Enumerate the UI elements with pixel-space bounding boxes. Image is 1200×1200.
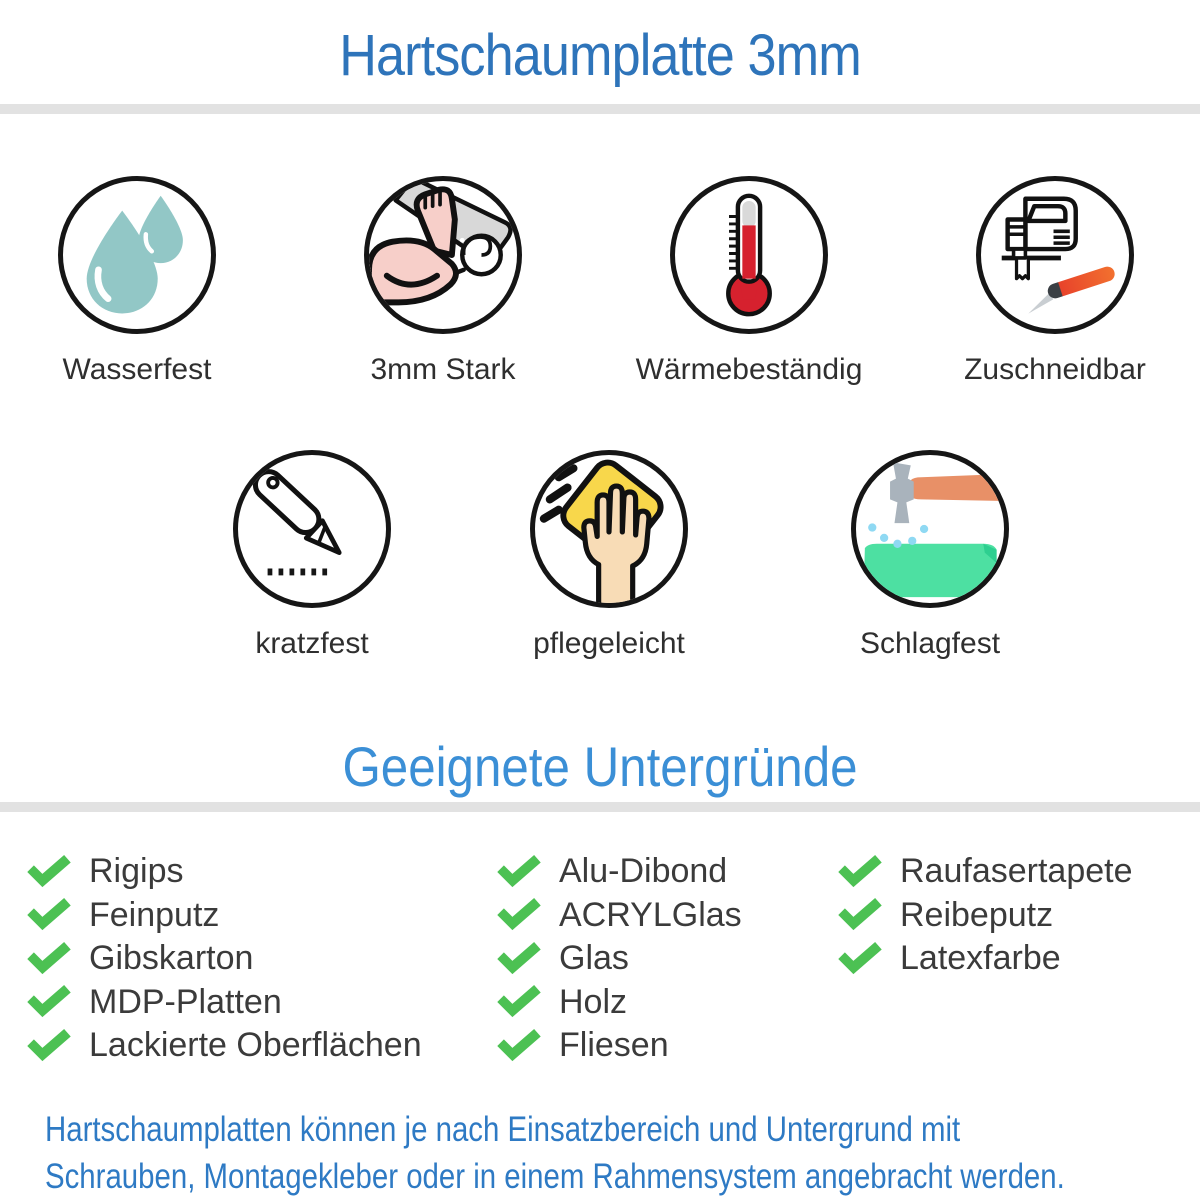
jigsaw-knife-icon [1001, 196, 1115, 314]
feature-thickness: 3mm Stark [290, 176, 596, 387]
check-icon [27, 898, 71, 931]
list-item-label: Reibeputz [900, 895, 1054, 934]
list-item-label: Feinputz [89, 895, 220, 934]
utility-knife-icon [252, 469, 342, 576]
list-item: Latexfarbe [838, 937, 1133, 981]
hand-cloth-icon [539, 459, 664, 603]
substrates-column-3: Raufasertapete Reibeputz Latexfarbe [838, 850, 1133, 981]
icon-circle [58, 176, 216, 334]
check-icon [838, 898, 882, 931]
icon-circle [670, 176, 828, 334]
hammer-icon [863, 462, 1004, 598]
feature-label: Zuschneidbar [964, 353, 1146, 386]
check-icon [497, 854, 541, 887]
feature-label: pflegeleicht [533, 627, 685, 660]
feature-row-2: kratzfest pflegeleicht [0, 450, 1200, 710]
check-icon [27, 1028, 71, 1061]
list-item-label: Gibskarton [89, 939, 254, 978]
list-item: ACRYLGlas [497, 894, 742, 938]
icon-circle [530, 450, 688, 608]
feature-label: kratzfest [255, 627, 369, 660]
mounting-note: Hartschaumplatten können je nach Einsatz… [45, 1106, 1065, 1200]
feature-label: Wasserfest [62, 353, 212, 386]
list-item: Rigips [27, 850, 422, 894]
icon-circle [976, 176, 1134, 334]
check-icon [497, 898, 541, 931]
feature-impact-proof: Schlagfest [777, 450, 1083, 661]
list-item: Reibeputz [838, 894, 1133, 938]
list-item: Lackierte Oberflächen [27, 1024, 422, 1068]
section-title: Geeignete Untergründe [342, 735, 858, 798]
list-item-label: Raufasertapete [900, 852, 1133, 891]
list-item: Holz [497, 981, 742, 1025]
list-item: Raufasertapete [838, 850, 1133, 894]
list-item-label: Latexfarbe [900, 939, 1061, 978]
list-item-label: Holz [559, 982, 628, 1021]
icon-circle [364, 176, 522, 334]
check-icon [27, 941, 71, 974]
check-icon [838, 854, 882, 887]
substrates-list: Rigips Feinputz Gibskarton MDP-Platten L… [0, 850, 1200, 1082]
check-icon [838, 941, 882, 974]
feature-easy-care: pflegeleicht [456, 450, 762, 661]
icon-circle [233, 450, 391, 608]
check-icon [497, 1028, 541, 1061]
substrates-column-1: Rigips Feinputz Gibskarton MDP-Platten L… [27, 850, 422, 1068]
list-item-label: MDP-Platten [89, 982, 282, 1021]
list-item: Fliesen [497, 1024, 742, 1068]
list-item: MDP-Platten [27, 981, 422, 1025]
page-title: Hartschaumplatte 3mm [339, 23, 861, 88]
list-item: Feinputz [27, 894, 422, 938]
icon-circle [851, 450, 1009, 608]
list-item: Gibskarton [27, 937, 422, 981]
check-icon [27, 985, 71, 1018]
mounting-note-line1: Hartschaumplatten können je nach Einsatz… [45, 1110, 961, 1149]
check-icon [497, 985, 541, 1018]
divider-top [0, 104, 1200, 114]
feature-heat-resistant: Wärmebeständig [596, 176, 902, 387]
list-item-label: Glas [559, 939, 629, 978]
list-item-label: Alu-Dibond [559, 852, 728, 891]
divider-middle [0, 802, 1200, 812]
check-icon [497, 941, 541, 974]
feature-cuttable: Zuschneidbar [902, 176, 1200, 387]
list-item-label: Fliesen [559, 1026, 669, 1065]
list-item-label: ACRYLGlas [559, 895, 742, 934]
list-item-label: Lackierte Oberflächen [89, 1026, 422, 1065]
list-item: Alu-Dibond [497, 850, 742, 894]
feature-label: Schlagfest [859, 627, 1001, 660]
water-drops-icon [86, 195, 183, 314]
list-item: Glas [497, 937, 742, 981]
feature-label: Wärmebeständig [635, 353, 863, 386]
muscle-arm-icon [369, 181, 513, 306]
feature-waterproof: Wasserfest [0, 176, 290, 387]
feature-row-1: Wasserfest 3mm Stark [0, 176, 1200, 387]
list-item-label: Rigips [89, 852, 184, 891]
thermometer-icon [726, 193, 772, 317]
substrates-column-2: Alu-Dibond ACRYLGlas Glas Holz Fliesen [497, 850, 742, 1068]
feature-scratch-proof: kratzfest [159, 450, 465, 661]
feature-label: 3mm Stark [370, 353, 516, 386]
mounting-note-line2: Schrauben, Montagekleber oder in einem R… [45, 1157, 1065, 1196]
check-icon [27, 854, 71, 887]
